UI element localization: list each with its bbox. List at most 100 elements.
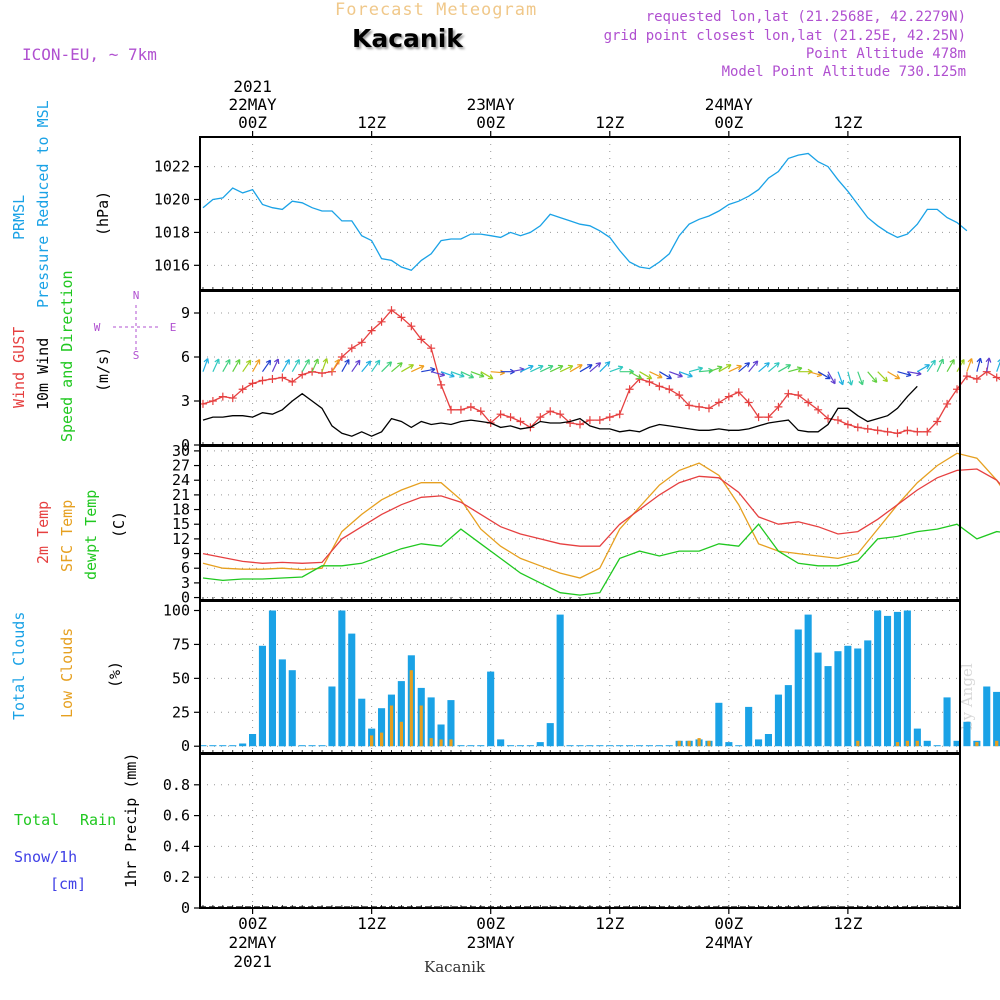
wind-direction-arrow bbox=[450, 371, 465, 378]
gust-marker bbox=[843, 420, 852, 429]
total-cloud-bar bbox=[328, 686, 336, 747]
total-cloud-bar bbox=[903, 610, 911, 747]
total-cloud-bar bbox=[497, 739, 505, 747]
wind-direction-arrow bbox=[976, 357, 983, 372]
y-tick-label: 0.2 bbox=[163, 868, 190, 886]
model-altitude: Model Point Altitude 730.125m bbox=[721, 64, 966, 80]
gust-marker bbox=[784, 389, 793, 398]
gust-marker bbox=[714, 398, 723, 407]
gust-marker bbox=[903, 426, 912, 435]
total-cloud-bar bbox=[874, 610, 882, 747]
gust-marker bbox=[476, 407, 485, 416]
y-tick-label: 12 bbox=[172, 530, 190, 548]
total-cloud-bar bbox=[288, 670, 296, 747]
gust-marker bbox=[754, 413, 763, 422]
gust-marker bbox=[962, 372, 971, 381]
requested-coords: requested lon,lat (21.2568E, 42.2279N) bbox=[645, 9, 966, 25]
gust-marker bbox=[546, 407, 555, 416]
wind-direction-arrow bbox=[271, 358, 280, 372]
gust-marker bbox=[585, 416, 594, 425]
total-cloud-bar bbox=[447, 700, 455, 747]
y-tick-label: 75 bbox=[172, 635, 190, 653]
temp-2m-line bbox=[202, 468, 1000, 564]
gust-marker bbox=[208, 397, 217, 405]
gust-marker bbox=[923, 427, 932, 436]
wind-direction-arrow bbox=[609, 365, 624, 373]
total-cloud-bar bbox=[487, 671, 495, 747]
gust-marker bbox=[367, 326, 376, 335]
gust-marker bbox=[933, 417, 942, 426]
wind-direction-arrow bbox=[301, 358, 310, 372]
wind-direction-arrow bbox=[738, 362, 751, 373]
low-cloud-bar bbox=[905, 740, 909, 747]
footer-place: Kacanik bbox=[424, 958, 486, 976]
wind-direction-arrow bbox=[371, 359, 381, 373]
gridpoint-coords: grid point closest lon,lat (21.25E, 42.2… bbox=[603, 28, 966, 44]
total-cloud-bar bbox=[397, 681, 405, 747]
wind-direction-arrow bbox=[530, 364, 544, 373]
total-cloud-bar bbox=[358, 698, 366, 747]
sfc-temp-line bbox=[202, 452, 1000, 579]
gust-marker bbox=[833, 416, 842, 425]
wind-direction-arrow bbox=[520, 364, 534, 373]
wind-direction-arrow bbox=[242, 359, 252, 373]
low-cloud-bar bbox=[975, 742, 979, 747]
wind-direction-arrow bbox=[966, 358, 974, 372]
total-cloud-bar bbox=[814, 652, 822, 747]
gust-marker bbox=[893, 429, 902, 438]
wind-direction-arrow bbox=[470, 371, 485, 378]
pressure-line bbox=[202, 152, 968, 272]
x-bottom-hour: 12Z bbox=[357, 914, 386, 933]
y-tick-label: 0 bbox=[181, 589, 190, 607]
gust-marker bbox=[447, 405, 456, 414]
y-tick-label: 0 bbox=[181, 899, 190, 917]
wind-direction-arrow bbox=[361, 360, 372, 373]
x-top-day: 24MAY bbox=[705, 95, 754, 114]
gust-marker bbox=[883, 427, 892, 436]
x-bottom-hour: 12Z bbox=[833, 914, 862, 933]
gust-marker bbox=[238, 385, 247, 394]
x-bottom-hour: 00Z bbox=[476, 914, 505, 933]
point-altitude: Point Altitude 478m bbox=[805, 46, 966, 62]
low-cloud-bar bbox=[995, 740, 999, 747]
total-cloud-bar bbox=[854, 648, 862, 747]
gust-marker bbox=[615, 410, 624, 419]
gust-marker bbox=[943, 399, 952, 408]
wind-direction-arrow bbox=[391, 362, 403, 373]
gust-marker bbox=[695, 402, 704, 411]
x-top-hour: 00Z bbox=[714, 113, 743, 132]
y-tick-label: 18 bbox=[172, 501, 190, 519]
wind-direction-arrow bbox=[926, 359, 936, 373]
dewpoint-line bbox=[202, 523, 1000, 596]
wind-direction-arrow bbox=[559, 364, 574, 373]
x-bottom-hour: 12Z bbox=[595, 914, 624, 933]
y-tick-label: 21 bbox=[172, 486, 190, 504]
low-cloud-bar bbox=[687, 740, 691, 747]
gust-marker bbox=[288, 377, 297, 386]
x-top-hour: 12Z bbox=[595, 113, 624, 132]
total-cloud-bar bbox=[258, 645, 266, 747]
wind-direction-arrow bbox=[460, 371, 475, 379]
x-top-hour: 12Z bbox=[357, 113, 386, 132]
label-total: Total bbox=[14, 811, 59, 829]
ylabel-precip-mm: 1hr Precip (mm) bbox=[122, 753, 140, 888]
wind-direction-arrow bbox=[877, 371, 889, 383]
total-cloud-bar bbox=[318, 745, 326, 747]
compass-cross bbox=[113, 305, 160, 350]
ylabel-ms: (m/s) bbox=[94, 347, 112, 392]
total-cloud-bar bbox=[219, 745, 227, 747]
place-title: Kacanik bbox=[352, 24, 463, 53]
total-cloud-bar bbox=[278, 659, 286, 747]
total-cloud-bar bbox=[725, 742, 733, 747]
total-cloud-bar bbox=[526, 745, 534, 747]
gust-marker bbox=[228, 394, 237, 403]
gust-marker bbox=[506, 413, 515, 422]
wind-direction-arrow bbox=[649, 371, 663, 379]
y-tick-label: 15 bbox=[172, 515, 190, 533]
wind-direction-arrow bbox=[549, 364, 564, 373]
ylabel-2m-temp: 2m Temp bbox=[34, 501, 52, 564]
total-cloud-bar bbox=[249, 734, 257, 747]
total-cloud-bar bbox=[774, 694, 782, 747]
total-cloud-bar bbox=[794, 629, 802, 747]
